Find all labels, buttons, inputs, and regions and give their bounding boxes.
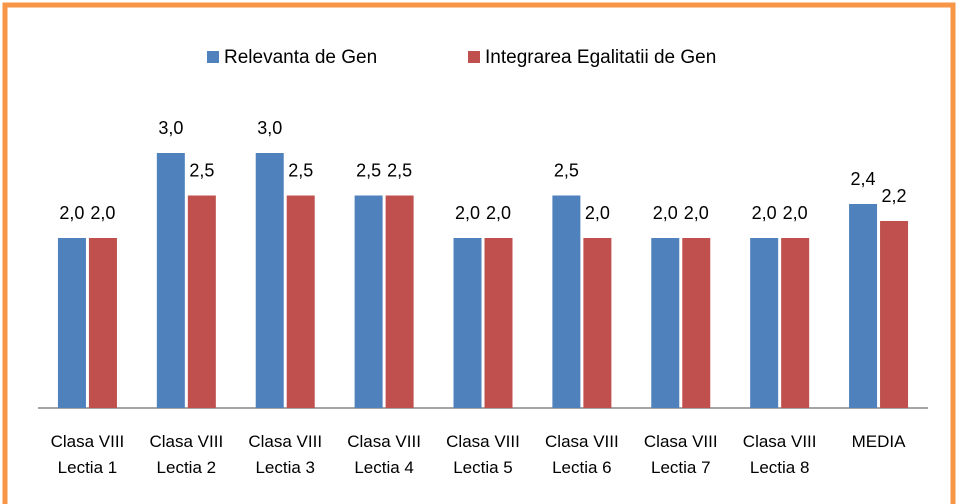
x-tick-label: Clasa VIII Lectia 2	[149, 432, 224, 477]
bar	[583, 238, 612, 408]
bar	[750, 238, 779, 408]
bar	[156, 153, 185, 408]
value-label: 2,0	[486, 203, 511, 223]
value-label: 2,5	[189, 160, 214, 180]
value-label: 2,0	[752, 203, 777, 223]
value-label: 2,0	[684, 203, 709, 223]
bar	[552, 195, 581, 408]
bar	[651, 238, 680, 408]
bar	[286, 195, 315, 408]
bar	[453, 238, 482, 408]
x-tick-label: Clasa VIII Lectia 7	[643, 432, 718, 477]
bar	[682, 238, 711, 408]
value-label: 3,0	[158, 118, 183, 138]
bar	[354, 195, 383, 408]
value-label: 2,2	[882, 186, 907, 206]
value-label: 2,0	[653, 203, 678, 223]
x-tick-label: MEDIA	[851, 432, 906, 451]
value-label: 2,4	[851, 169, 876, 189]
value-label: 2,5	[554, 160, 579, 180]
x-tick-label: Clasa VIII Lectia 8	[742, 432, 817, 477]
value-label: 2,0	[59, 203, 84, 223]
value-label: 2,5	[387, 160, 412, 180]
value-label: 2,0	[585, 203, 610, 223]
bar	[484, 238, 513, 408]
bar	[880, 221, 909, 408]
value-label: 2,0	[783, 203, 808, 223]
bar	[781, 238, 810, 408]
value-label: 3,0	[257, 118, 282, 138]
value-label: 2,5	[356, 160, 381, 180]
bar	[57, 238, 86, 408]
bar	[849, 204, 878, 408]
value-label: 2,0	[455, 203, 480, 223]
bar	[385, 195, 414, 408]
x-tick-label: Clasa VIII Lectia 6	[545, 432, 619, 477]
value-label: 2,0	[90, 203, 115, 223]
legend-swatch	[207, 51, 219, 63]
bar	[187, 195, 216, 408]
x-tick-label: Clasa VIII Lectia 1	[50, 432, 125, 477]
bar	[88, 238, 117, 408]
x-tick-label: Clasa VIII Lectia 4	[347, 432, 421, 477]
legend-swatch	[468, 51, 480, 63]
x-tick-label: Clasa VIII Lectia 5	[446, 432, 520, 477]
x-tick-label: Clasa VIII Lectia 3	[248, 432, 323, 477]
bar	[255, 153, 284, 408]
value-label: 2,5	[288, 160, 313, 180]
legend-label: Relevanta de Gen	[224, 47, 377, 68]
legend-label: Integrarea Egalitatii de Gen	[485, 47, 716, 68]
